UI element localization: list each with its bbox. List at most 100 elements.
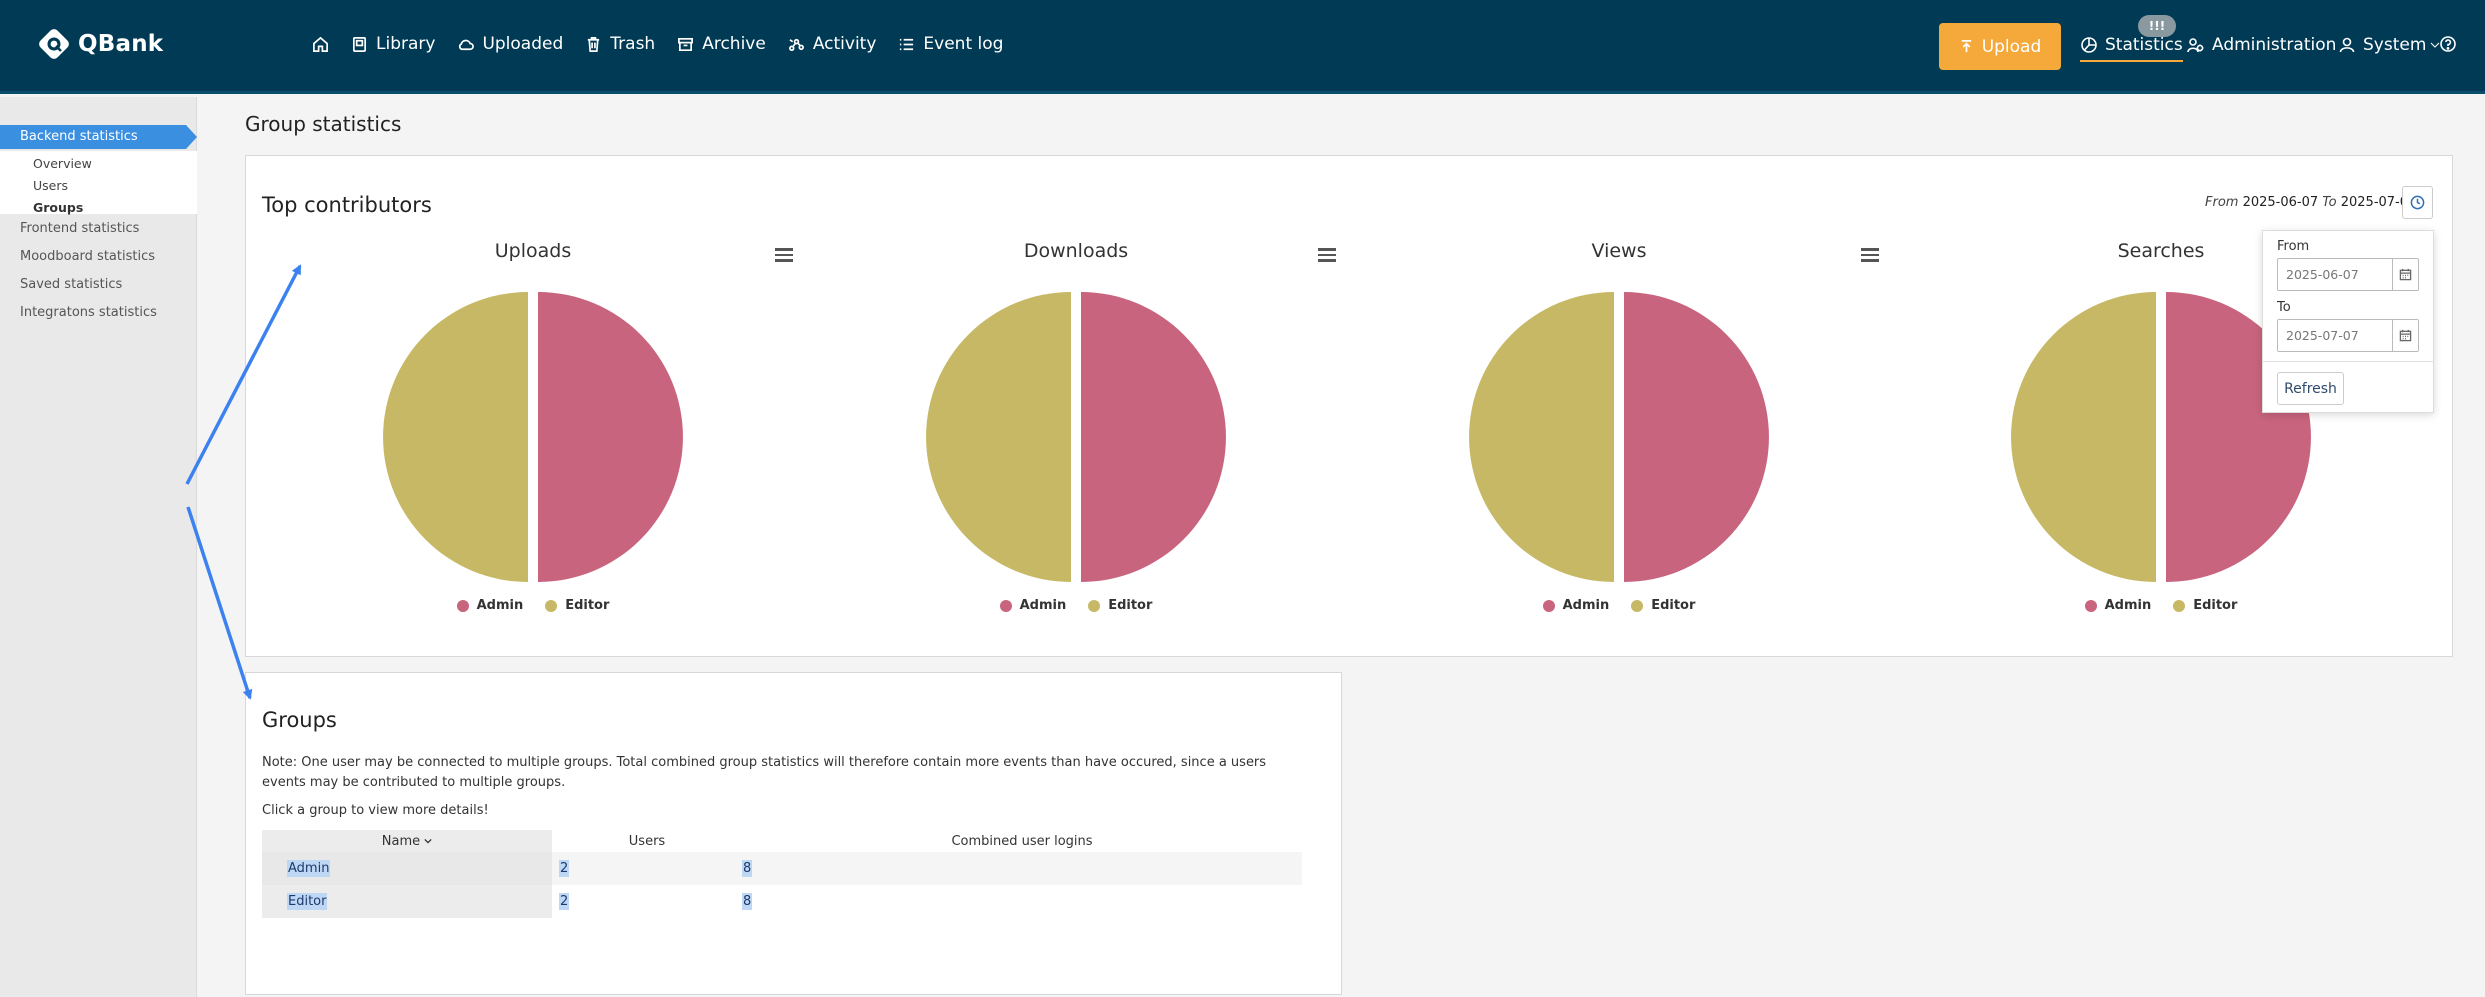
nav-system[interactable]: System — [2338, 35, 2441, 55]
date-range-button[interactable] — [2402, 186, 2433, 219]
legend-label: Editor — [1651, 598, 1696, 613]
group-users-cell: 2 — [552, 852, 742, 885]
legend-dot — [999, 599, 1012, 612]
column-header-logins[interactable]: Combined user logins — [951, 833, 1093, 849]
nav-activity-label: Activity — [812, 34, 877, 54]
arrow-to-groups — [186, 506, 253, 700]
sidebar-item-saved-statistics[interactable]: Saved statistics — [20, 277, 123, 292]
chart-menu-icon[interactable] — [1318, 248, 1336, 262]
pie-slice-editor[interactable] — [383, 292, 528, 582]
from-date-input[interactable]: 2025-06-07 — [2277, 258, 2419, 291]
sidebar-subitem-users[interactable]: Users — [33, 178, 69, 193]
sidebar-item-frontend-statistics[interactable]: Frontend statistics — [20, 221, 140, 236]
home-icon — [313, 36, 328, 52]
calendar-icon — [2399, 329, 2412, 342]
groups-hint: Click a group to view more details! — [262, 803, 489, 818]
pie-chart-downloads: Downloads Admin Editor — [866, 240, 1336, 630]
group-name: Admin — [287, 860, 331, 877]
sidebar-item-integrations-statistics[interactable]: Integratons statistics — [20, 305, 157, 320]
legend-item-editor[interactable]: Editor — [545, 598, 609, 613]
chart-legend: Admin Editor — [1409, 598, 1829, 613]
table-row[interactable]: Editor 2 8 — [262, 885, 1302, 918]
legend-item-admin[interactable]: Admin — [1542, 598, 1609, 613]
column-header-name[interactable]: Name — [262, 830, 552, 852]
pie-slice-editor[interactable] — [2011, 292, 2156, 582]
to-date-input[interactable]: 2025-07-07 — [2277, 319, 2419, 352]
chart-menu-icon[interactable] — [775, 248, 793, 262]
pie-slice-admin[interactable] — [1624, 292, 1769, 582]
column-header-name-label: Name — [381, 833, 421, 849]
nav-home[interactable] — [312, 36, 329, 53]
upload-icon — [1961, 40, 1971, 53]
refresh-button[interactable]: Refresh — [2277, 372, 2344, 405]
help-button[interactable] — [2439, 35, 2457, 53]
chart-title: Downloads — [1023, 240, 1129, 262]
list-icon — [900, 38, 914, 50]
trash-icon — [588, 36, 600, 52]
library-icon — [352, 36, 367, 52]
legend-item-editor[interactable]: Editor — [2173, 598, 2237, 613]
group-name-cell[interactable]: Editor — [262, 885, 552, 918]
pie-slice-admin[interactable] — [538, 292, 683, 582]
legend-label: Editor — [565, 598, 610, 613]
sidebar-item-moodboard-statistics[interactable]: Moodboard statistics — [20, 249, 155, 264]
popover-to-label: To — [2277, 300, 2291, 315]
legend-dot — [2173, 599, 2186, 612]
pie-slice-editor[interactable] — [926, 292, 1071, 582]
from-calendar-button[interactable] — [2392, 259, 2418, 290]
nav-trash[interactable]: Trash — [585, 34, 655, 54]
nav-statistics[interactable]: Statistics — [2080, 35, 2183, 62]
legend-item-admin[interactable]: Admin — [999, 598, 1066, 613]
group-logins-cell: 8 — [742, 852, 1302, 885]
chart-title: Uploads — [494, 240, 572, 262]
legend-label: Editor — [1108, 598, 1153, 613]
range-to-label: To — [2322, 195, 2337, 210]
legend-dot — [1088, 599, 1101, 612]
app-name: QBank — [78, 31, 164, 57]
chart-title: Views — [1591, 240, 1647, 262]
nav-activity[interactable]: Activity — [788, 34, 877, 54]
nav-event-log[interactable]: Event log — [898, 34, 1003, 54]
legend-item-admin[interactable]: Admin — [456, 598, 523, 613]
pie-slice-admin[interactable] — [1081, 292, 1226, 582]
top-contributors-title: Top contributors — [262, 193, 432, 217]
chevron-down-icon — [2431, 42, 2440, 48]
nav-archive-label: Archive — [702, 34, 766, 54]
help-icon — [2440, 36, 2456, 52]
range-from-value: 2025-06-07 — [2242, 195, 2319, 210]
pie-svg — [383, 292, 683, 582]
nav-administration[interactable]: Administration — [2187, 35, 2336, 55]
legend-dot — [1631, 599, 1644, 612]
upload-button[interactable]: Upload — [1939, 23, 2061, 70]
nav-archive[interactable]: Archive — [677, 34, 766, 54]
chart-menu-icon[interactable] — [1861, 248, 1879, 262]
group-logins: 8 — [742, 893, 753, 910]
range-from-label: From — [2205, 195, 2239, 210]
nav-library[interactable]: Library — [351, 34, 435, 54]
groups-table-header: Name Users Combined user logins — [262, 830, 1302, 852]
to-calendar-button[interactable] — [2392, 320, 2418, 351]
logo[interactable]: QBank — [36, 26, 163, 62]
legend-item-admin[interactable]: Admin — [2084, 598, 2151, 613]
calendar-icon — [2399, 268, 2412, 281]
upload-button-label: Upload — [1981, 36, 2042, 57]
pie-svg — [926, 292, 1226, 582]
qbank-logo-icon — [39, 29, 69, 59]
legend-dot — [1542, 599, 1555, 612]
top-bar: QBank Library Uploaded Trash Archive Act… — [0, 0, 2485, 94]
legend-item-editor[interactable]: Editor — [1631, 598, 1695, 613]
to-date-value: 2025-07-07 — [2286, 328, 2359, 343]
pie-svg — [1469, 292, 1769, 582]
sidebar-item-backend-statistics[interactable]: Backend statistics — [0, 125, 197, 149]
table-row[interactable]: Admin 2 8 — [262, 852, 1302, 885]
column-header-users[interactable]: Users — [628, 833, 666, 849]
chart-legend: Admin Editor — [323, 598, 743, 613]
group-name-cell[interactable]: Admin — [262, 852, 552, 885]
groups-table: Name Users Combined user logins Admin 2 … — [262, 830, 1302, 918]
sidebar-subitem-groups[interactable]: Groups — [33, 200, 84, 215]
sidebar-subitem-overview[interactable]: Overview — [33, 156, 92, 171]
pie-slice-editor[interactable] — [1469, 292, 1614, 582]
nav-uploaded[interactable]: Uploaded — [457, 34, 563, 54]
legend-item-editor[interactable]: Editor — [1088, 598, 1152, 613]
pie-chart-uploads: Uploads Admin Editor — [323, 240, 793, 630]
